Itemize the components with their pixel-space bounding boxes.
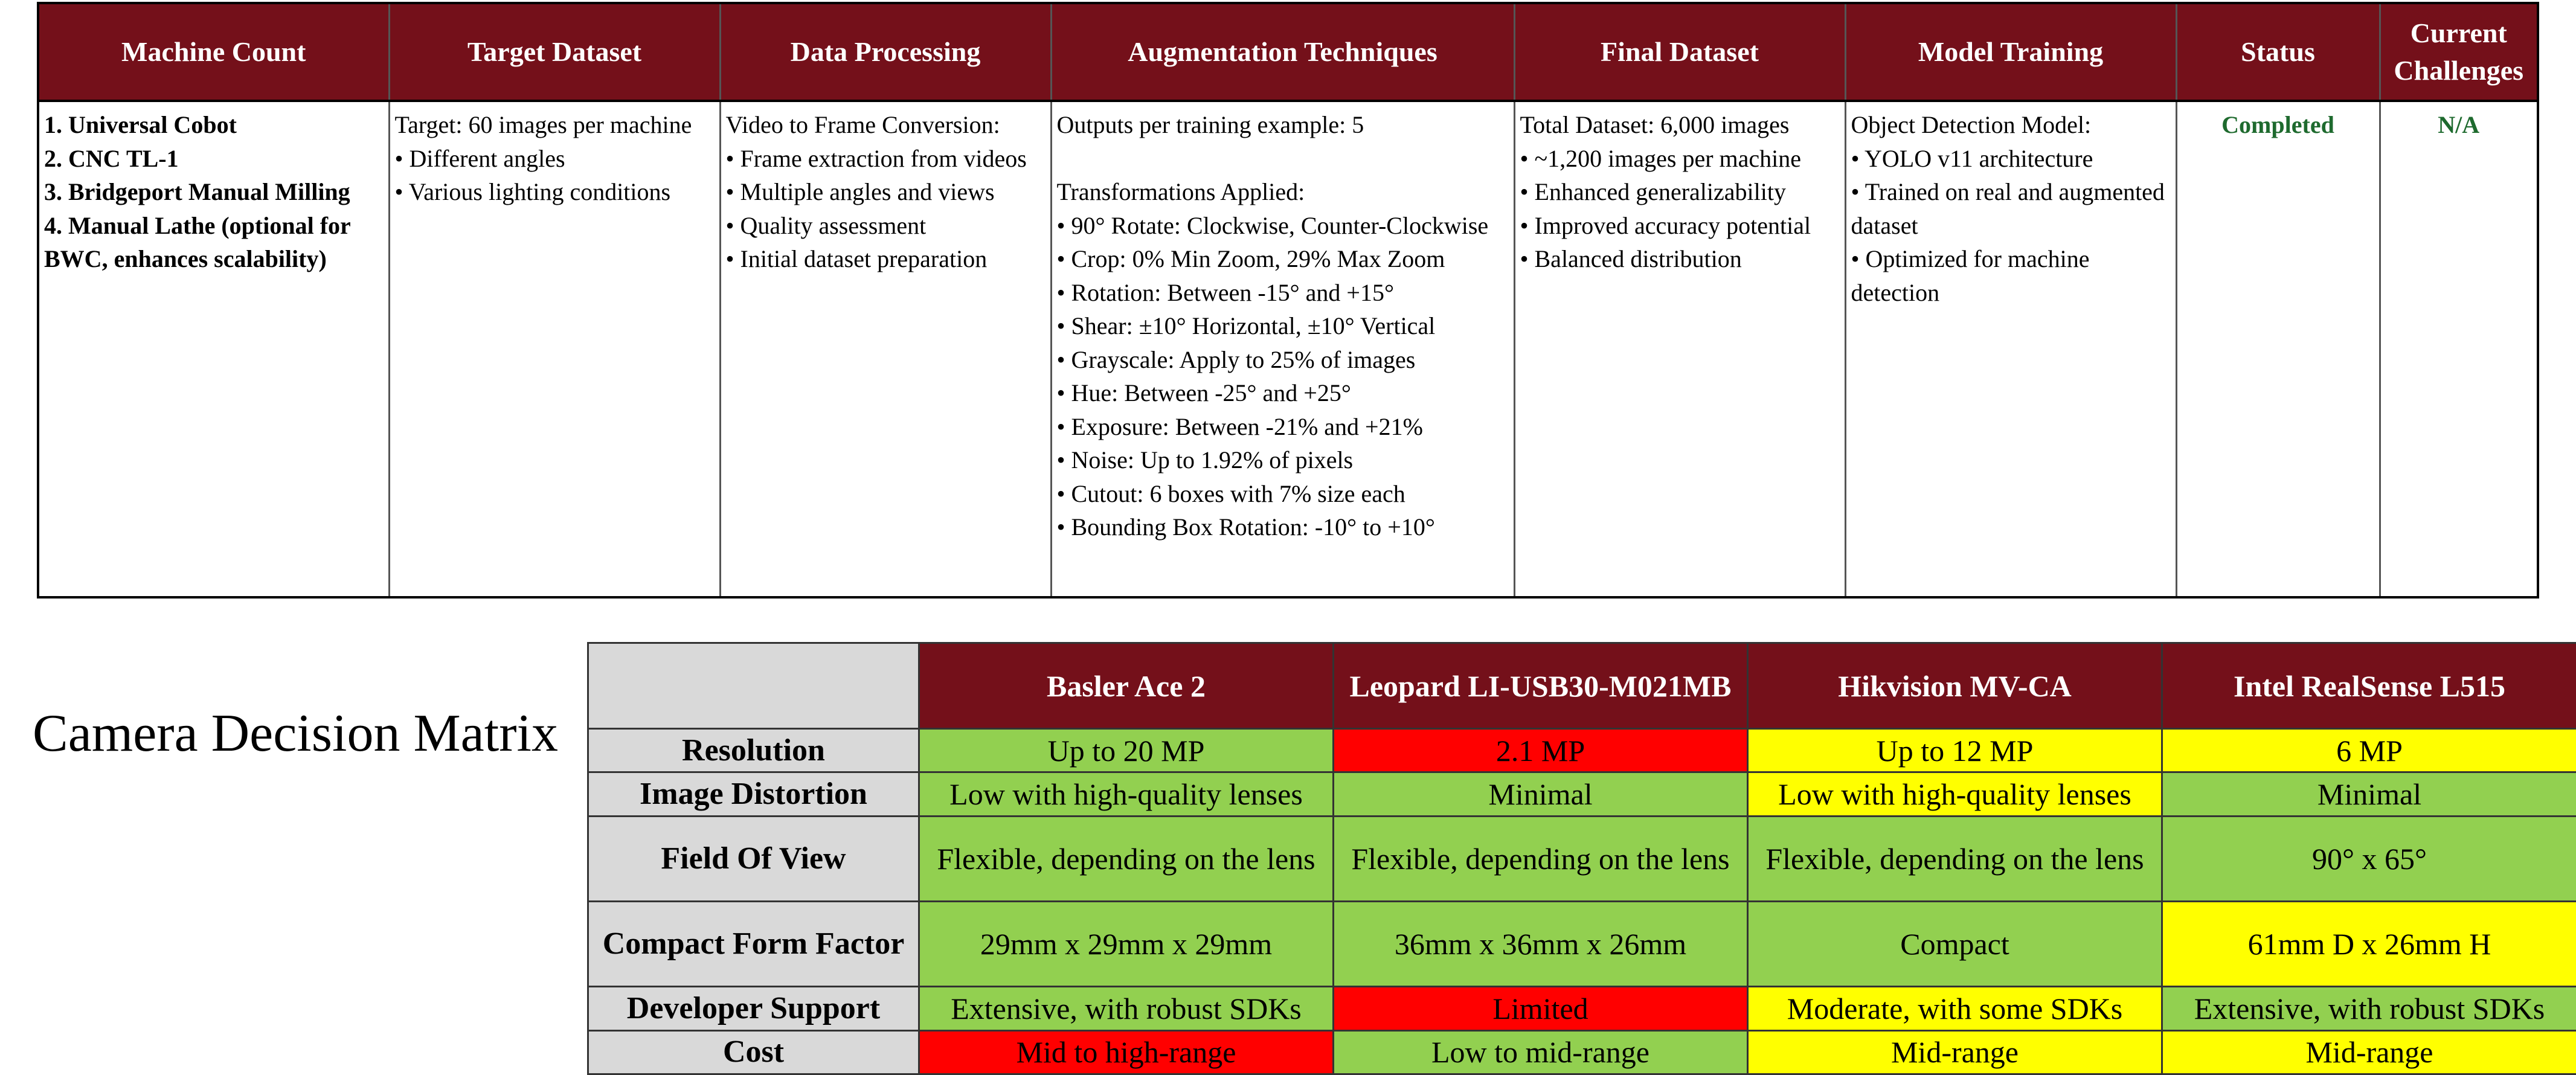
target-dataset-line: • Different angles <box>394 144 565 172</box>
machine-count-cell: 1. Universal Cobot 2. CNC TL-1 3. Bridge… <box>39 101 390 596</box>
final-dataset-line: Total Dataset: 6,000 images <box>1520 111 1790 138</box>
model-training-line: • Trained on real and augmented dataset <box>1851 178 2165 239</box>
criterion-label: Resolution <box>587 727 920 774</box>
rating-cell: 2.1 MP <box>1332 727 1749 774</box>
augmentation-item: • Hue: Between -25° and +25° <box>1056 379 1351 406</box>
rating-cell: Low with high-quality lenses <box>1747 771 2163 817</box>
final-dataset-line: • Improved accuracy potential <box>1520 211 1811 239</box>
header-machine-count: Machine Count <box>39 4 390 102</box>
criterion-label: Compact Form Factor <box>587 900 920 988</box>
target-dataset-line: • Various lighting conditions <box>394 178 671 205</box>
data-processing-line: • Initial dataset preparation <box>725 245 988 272</box>
rating-cell: Low to mid-range <box>1332 1029 1749 1075</box>
rating-cell: Flexible, depending on the lens <box>1332 815 1749 902</box>
matrix-row: Cost Mid to high-range Low to mid-range … <box>587 1029 2576 1075</box>
rating-cell: 36mm x 36mm x 26mm <box>1332 900 1749 988</box>
criterion-label: Field Of View <box>587 815 920 902</box>
augmentation-transformations-heading: Transformations Applied: <box>1056 178 1305 205</box>
model-training-cell: Object Detection Model: • YOLO v11 archi… <box>1845 101 2177 596</box>
pipeline-header-row: Machine Count Target Dataset Data Proces… <box>39 4 2537 102</box>
machine-item: 3. Bridgeport Manual Milling <box>44 178 350 205</box>
matrix-row: Compact Form Factor 29mm x 29mm x 29mm 3… <box>587 900 2576 988</box>
final-dataset-cell: Total Dataset: 6,000 images • ~1,200 ima… <box>1514 101 1846 596</box>
camera-decision-matrix: Basler Ace 2 Leopard LI-USB30-M021MB Hik… <box>587 642 2576 1075</box>
augmentation-cell: Outputs per training example: 5 Transfor… <box>1051 101 1515 596</box>
augmentation-item: • Cutout: 6 boxes with 7% size each <box>1056 480 1405 507</box>
rating-cell: Up to 20 MP <box>918 727 1334 774</box>
model-training-line: • YOLO v11 architecture <box>1851 144 2093 172</box>
camera-column-header: Leopard LI-USB30-M021MB <box>1332 642 1749 730</box>
augmentation-item: • Exposure: Between -21% and +21% <box>1056 412 1423 440</box>
camera-matrix-title: Camera Decision Matrix <box>33 704 558 763</box>
camera-column-header: Hikvision MV-CA <box>1747 642 2163 730</box>
header-final-dataset: Final Dataset <box>1514 4 1846 102</box>
rating-cell: 29mm x 29mm x 29mm <box>918 900 1334 988</box>
rating-cell: Moderate, with some SDKs <box>1747 986 2163 1032</box>
augmentation-item: • Noise: Up to 1.92% of pixels <box>1056 446 1354 473</box>
augmentation-item: • Crop: 0% Min Zoom, 29% Max Zoom <box>1056 245 1445 272</box>
augmentation-item: • Rotation: Between -15° and +15° <box>1056 278 1394 306</box>
augmentation-item: • 90° Rotate: Clockwise, Counter-Clockwi… <box>1056 211 1489 239</box>
rating-cell: Extensive, with robust SDKs <box>918 986 1334 1032</box>
criterion-label: Image Distortion <box>587 771 920 817</box>
data-processing-line: • Quality assessment <box>725 211 927 239</box>
rating-cell: Up to 12 MP <box>1747 727 2163 774</box>
camera-column-header: Intel RealSense L515 <box>2161 642 2576 730</box>
machine-item: 1. Universal Cobot <box>44 111 237 138</box>
matrix-body: Resolution Up to 20 MP 2.1 MP Up to 12 M… <box>587 727 2576 1075</box>
target-dataset-cell: Target: 60 images per machine • Differen… <box>389 101 721 596</box>
augmentation-item: • Bounding Box Rotation: -10° to +10° <box>1056 513 1435 541</box>
data-processing-line: • Multiple angles and views <box>725 178 995 205</box>
criterion-label: Cost <box>587 1029 920 1075</box>
camera-column-header: Basler Ace 2 <box>918 642 1334 730</box>
pipeline-table: Machine Count Target Dataset Data Proces… <box>37 2 2539 598</box>
augmentation-outputs: Outputs per training example: 5 <box>1056 111 1364 138</box>
header-status: Status <box>2176 4 2381 102</box>
status-cell: Completed <box>2176 101 2381 596</box>
augmentation-spacer <box>1057 142 1509 176</box>
final-dataset-line: • Balanced distribution <box>1520 245 1742 272</box>
final-dataset-line: • Enhanced generalizability <box>1520 178 1786 205</box>
final-dataset-line: • ~1,200 images per machine <box>1520 144 1802 172</box>
header-current-challenges: Current Challenges <box>2380 4 2537 102</box>
criterion-label: Developer Support <box>587 986 920 1032</box>
rating-cell: Mid-range <box>2161 1029 2576 1075</box>
rating-cell: 6 MP <box>2161 727 2576 774</box>
rating-cell: Extensive, with robust SDKs <box>2161 986 2576 1032</box>
rating-cell: Minimal <box>1332 771 1749 817</box>
rating-cell: Limited <box>1332 986 1749 1032</box>
machine-item: 2. CNC TL-1 <box>44 144 179 172</box>
header-target-dataset: Target Dataset <box>389 4 721 102</box>
header-augmentation-techniques: Augmentation Techniques <box>1051 4 1515 102</box>
rating-cell: Compact <box>1747 900 2163 988</box>
augmentation-item: • Grayscale: Apply to 25% of images <box>1056 345 1416 373</box>
matrix-corner-cell <box>587 642 920 730</box>
rating-cell: Minimal <box>2161 771 2576 817</box>
rating-cell: Low with high-quality lenses <box>918 771 1334 817</box>
header-model-training: Model Training <box>1845 4 2177 102</box>
target-dataset-line: Target: 60 images per machine <box>394 111 692 138</box>
machine-item: 4. Manual Lathe (optional for BWC, enhan… <box>44 211 351 273</box>
rating-cell: 61mm D x 26mm H <box>2161 900 2576 988</box>
rating-cell: Mid-range <box>1747 1029 2163 1075</box>
matrix-row: Field Of View Flexible, depending on the… <box>587 815 2576 902</box>
rating-cell: Flexible, depending on the lens <box>1747 815 2163 902</box>
current-challenges-cell: N/A <box>2438 111 2480 138</box>
pipeline-body-row: 1. Universal Cobot 2. CNC TL-1 3. Bridge… <box>39 101 2537 596</box>
data-processing-line: • Frame extraction from videos <box>725 144 1027 172</box>
data-processing-line: Video to Frame Conversion: <box>725 111 1000 138</box>
matrix-row: Developer Support Extensive, with robust… <box>587 986 2576 1032</box>
matrix-row: Resolution Up to 20 MP 2.1 MP Up to 12 M… <box>587 727 2576 774</box>
rating-cell: 90° x 65° <box>2161 815 2576 902</box>
header-data-processing: Data Processing <box>720 4 1052 102</box>
rating-cell: Flexible, depending on the lens <box>918 815 1334 902</box>
model-training-line: • Optimized for machine detection <box>1851 245 2090 306</box>
model-training-line: Object Detection Model: <box>1851 111 2092 138</box>
data-processing-cell: Video to Frame Conversion: • Frame extra… <box>720 101 1052 596</box>
matrix-header-row: Basler Ace 2 Leopard LI-USB30-M021MB Hik… <box>587 642 2576 730</box>
rating-cell: Mid to high-range <box>918 1029 1334 1075</box>
augmentation-item: • Shear: ±10° Horizontal, ±10° Vertical <box>1056 312 1436 339</box>
matrix-row: Image Distortion Low with high-quality l… <box>587 771 2576 817</box>
